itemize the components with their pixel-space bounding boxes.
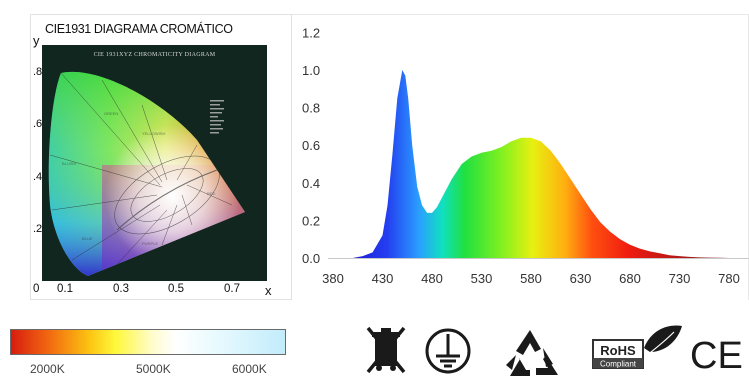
recycle-icon — [506, 330, 558, 376]
ce-mark-icon: CE — [690, 335, 743, 377]
spectrum-x-tick-label: 680 — [619, 271, 641, 286]
rohs-subtitle: Compliant — [600, 360, 637, 369]
rohs-compliant-icon: RoHS Compliant — [592, 325, 682, 369]
cie-inner-title: CIE 1931XYZ CHROMATICITY DIAGRAM — [93, 52, 216, 58]
svg-text:BLUISH: BLUISH — [62, 161, 77, 166]
cie-y-tick: .8 — [33, 66, 43, 78]
cct-label-5000k: 5000K — [136, 362, 171, 376]
svg-text:RED: RED — [207, 191, 216, 196]
cie-chromaticity-plot: CIE 1931XYZ CHROMATICITY DIAGRAM — [42, 45, 267, 281]
spectrum-x-tick-label: 780 — [718, 271, 740, 286]
spectrum-y-tick-label: 0.8 — [302, 101, 320, 116]
spectrum-y-tick-label: 0.6 — [302, 138, 320, 153]
spectrum-y-tick-label: 0.4 — [302, 176, 320, 191]
cie-panel — [30, 14, 292, 300]
cct-label-2000k: 2000K — [30, 362, 65, 376]
spectrum-x-tick-label: 730 — [669, 271, 691, 286]
cie-y-tick: .6 — [33, 118, 43, 130]
rohs-title: RoHS — [600, 343, 636, 358]
certification-icons: RoHS Compliant CE — [366, 325, 743, 377]
cie-horseshoe: GREEN BLUISH YELLOWISH RED BLUE PURPLE — [48, 71, 245, 276]
spectrum-x-tick-label: 530 — [471, 271, 493, 286]
spectrum-x-tick-label: 480 — [421, 271, 443, 286]
cie-x-tick: 0.3 — [113, 283, 129, 295]
svg-text:PURPLE: PURPLE — [142, 241, 158, 246]
cie-title: CIE1931 DIAGRAMA CROMÁTICO — [45, 22, 233, 36]
cie-x-tick: 0.1 — [57, 283, 73, 295]
spectrum-x-tick-label: 380 — [322, 271, 344, 286]
color-temperature-bar — [10, 329, 286, 355]
spectrum-y-tick-label: 0.0 — [302, 251, 320, 266]
cie-y-axis-label: y — [33, 33, 40, 48]
cct-label-6000k: 6000K — [232, 362, 267, 376]
spectrum-chart: 0.0 0.2 0.4 0.6 0.8 1.0 1.2 380 430 480 530 580 630… — [302, 25, 749, 286]
cie-x-tick: 0 — [33, 283, 40, 295]
spectrum-series-area — [333, 70, 729, 258]
spectrum-y-tick-label: 0.2 — [302, 213, 320, 228]
spectrum-y-tick-label: 1.0 — [302, 63, 320, 78]
spectrum-area — [328, 70, 749, 259]
svg-text:YELLOWISH: YELLOWISH — [142, 131, 165, 136]
cie-y-tick: .4 — [33, 171, 43, 183]
svg-text:BLUE: BLUE — [82, 236, 93, 241]
spectrum-x-tick-label: 430 — [372, 271, 394, 286]
cie-x-tick: 0.7 — [224, 283, 240, 295]
ground-symbol-icon — [425, 328, 471, 374]
spectrum-x-tick-label: 630 — [570, 271, 592, 286]
cie-x-tick: 0.5 — [168, 283, 184, 295]
cie-y-tick: .2 — [33, 223, 43, 235]
spectrum-x-tick-label: 580 — [520, 271, 542, 286]
svg-text:GREEN: GREEN — [104, 111, 118, 116]
spectrum-y-tick-label: 1.2 — [302, 25, 320, 40]
cie-x-axis-label: x — [265, 283, 272, 298]
no-trash-bin-icon — [366, 326, 406, 374]
